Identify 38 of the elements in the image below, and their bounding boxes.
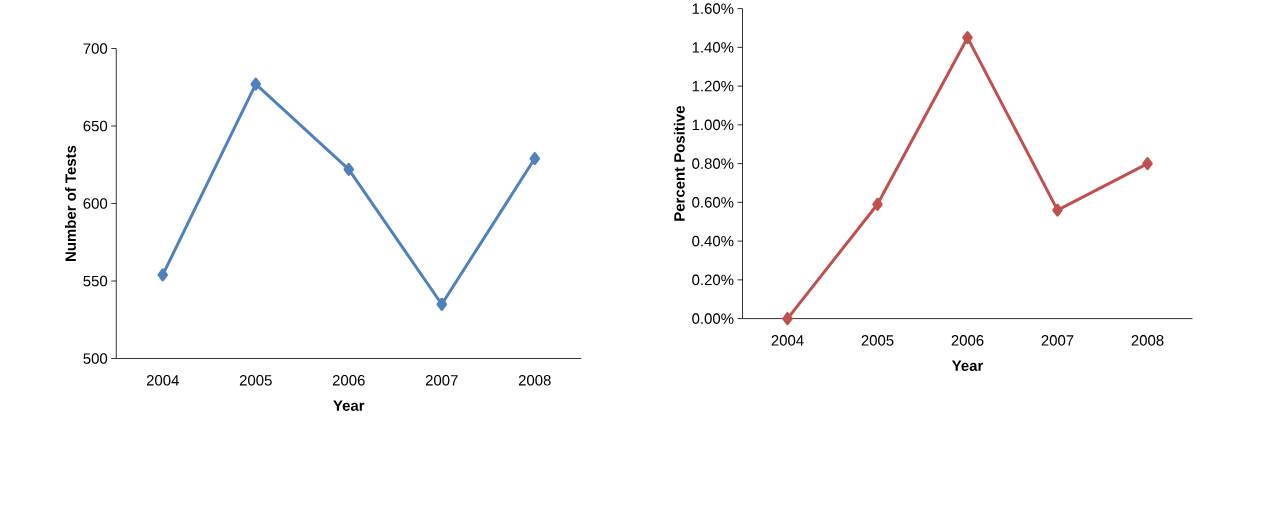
x-tick-label: 2006 [951, 335, 984, 346]
point [962, 31, 973, 45]
x-axis-title: Year [951, 360, 984, 371]
y-tick-label: 0.40% [692, 235, 734, 247]
y-tick-label: 500 [83, 353, 108, 364]
x-tick-label: 2005 [239, 374, 272, 386]
point [157, 268, 168, 282]
x-tick-label: 2007 [425, 374, 458, 386]
point [1142, 157, 1153, 171]
y-tick-label: 1.40% [692, 41, 734, 53]
x-tick-label: 2007 [1041, 335, 1074, 346]
y-tick-label: 600 [83, 198, 108, 209]
x-tick-label: 2004 [771, 335, 804, 346]
point [1052, 203, 1063, 217]
point [782, 312, 793, 326]
y-tick-label: 0.80% [692, 158, 734, 169]
y-tick-label: 550 [83, 275, 108, 287]
y-tick-label: 700 [83, 43, 108, 54]
y-tick-label: 1.60% [692, 3, 734, 14]
point [872, 197, 883, 211]
x-tick-label: 2005 [861, 335, 894, 346]
y-tick-label: 0.20% [692, 274, 734, 286]
y-tick-label: 0.00% [692, 313, 734, 324]
x-tick-label: 2006 [332, 374, 365, 386]
y-axis-title: Percent Positive [673, 105, 685, 221]
y-axis-title: Number of Tests [64, 145, 76, 261]
point [529, 151, 541, 165]
y-tick-label: 1.20% [692, 80, 734, 92]
y-tick-label: 0.60% [692, 196, 734, 208]
point [250, 77, 261, 91]
y-tick-label: 650 [83, 120, 108, 132]
x-tick-label: 2008 [518, 374, 551, 386]
x-tick-label: 2008 [1131, 335, 1164, 346]
point [343, 162, 355, 176]
point [436, 297, 448, 311]
x-axis-title: Year [333, 400, 365, 411]
y-tick-label: 1.00% [692, 119, 734, 131]
x-tick-label: 2004 [146, 374, 179, 386]
